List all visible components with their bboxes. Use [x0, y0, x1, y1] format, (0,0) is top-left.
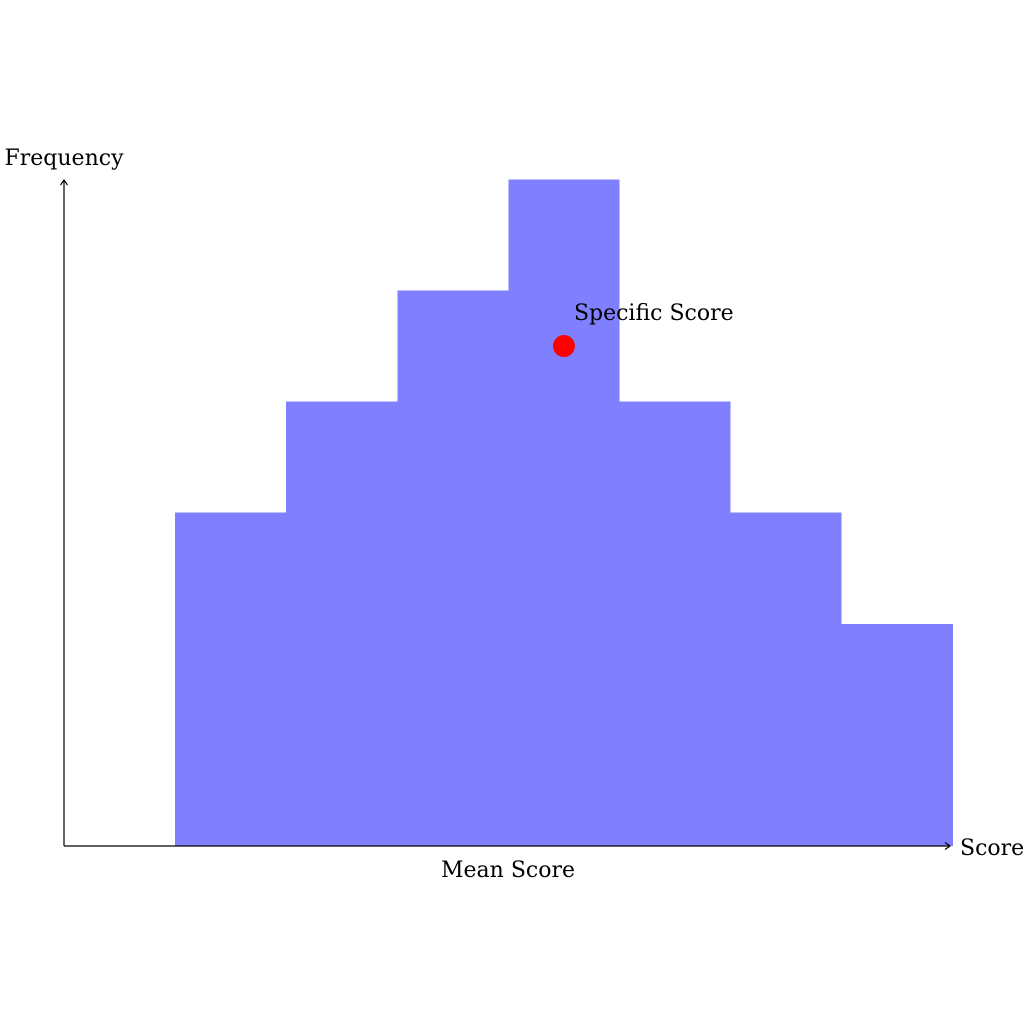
- x-axis-label: Score: [960, 836, 1024, 861]
- specific-score-label: Specific Score: [574, 301, 734, 326]
- y-axis-label: Frequency: [5, 146, 125, 171]
- bar-1: [175, 512, 287, 846]
- bar-2: [286, 401, 398, 846]
- bar-5: [619, 401, 731, 846]
- bar-3: [397, 290, 509, 846]
- x-axis-caption: Mean Score: [441, 858, 575, 883]
- bar-4: [508, 179, 620, 846]
- bars-group: [175, 179, 953, 846]
- bar-6: [730, 512, 842, 846]
- specific-score-marker: [552, 335, 575, 358]
- bar-7: [841, 623, 953, 846]
